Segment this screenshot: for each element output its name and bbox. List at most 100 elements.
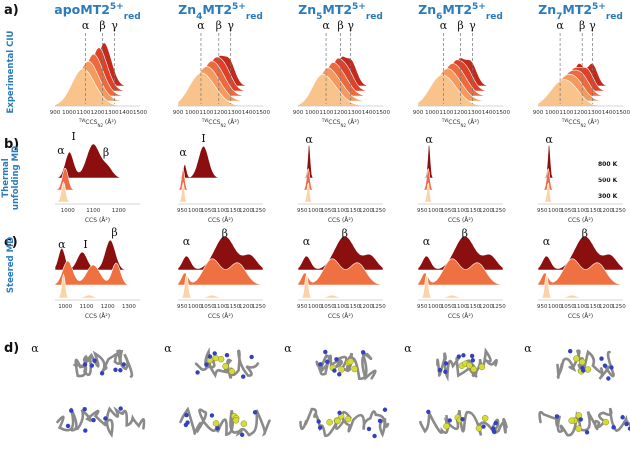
charge-site [83,428,88,433]
title-part: MT2 [562,2,592,17]
tick-label: 1000 [545,110,559,116]
charge-site [332,368,337,373]
label-part: N2 [580,123,586,128]
temperature-label: 800 K [598,161,618,168]
axis-label: TWCCSN2 (Å²) [441,118,479,128]
panel-label: a) [4,3,19,18]
title-part: Zn [538,2,556,17]
peak-label: β [222,227,228,240]
label-part: (Å²) [226,119,239,126]
tick-label: 1250 [372,304,386,310]
title-part: 5+ [232,2,246,12]
charge-site [602,363,608,368]
peak-label: α [303,235,311,248]
charge-site [337,372,342,377]
tick-label: 1200 [91,110,105,116]
protein-backbone [299,407,390,438]
charge-site [118,406,123,411]
tick-label: 1300 [105,110,119,116]
tick-label: 950 [177,208,188,214]
tick-label: 1100 [319,110,333,116]
column-title: apoMT25+red [54,2,140,22]
zinc-atom [217,355,225,363]
ridge-shape [298,168,383,191]
axis-label: CCS (Å²) [448,313,473,320]
tick-label: 1150 [346,304,360,310]
row-label: unfolding MD [11,146,21,210]
tick-label: 1100 [76,110,90,116]
title-part: 5+ [352,2,366,12]
column-title: Zn5MT25+red [298,2,383,22]
label-part: (Å²) [466,119,479,126]
tick-label: 1300 [468,110,482,116]
zinc-atom [334,417,341,425]
charge-site [469,353,475,359]
column-title: Zn4MT25+red [178,2,263,22]
tick-label: 1050 [321,304,335,310]
charge-site [209,413,215,418]
tick-label: 1500 [376,110,390,116]
charge-site [627,426,630,431]
label-part: TW [441,118,448,123]
tick-label: 1400 [482,110,496,116]
charge-site [91,417,96,423]
tick-label: 1050 [561,208,575,214]
structure-label: α [164,342,172,355]
charge-site [92,358,97,363]
label-part: (Å²) [346,119,359,126]
panel-label: b) [4,137,19,152]
axis-label: CCS (Å²) [328,313,353,320]
tick-label: 1200 [599,304,613,310]
charge-site [481,424,486,429]
label-part: TW [321,118,328,123]
title-part: 5 [316,12,322,22]
title-part: apo [54,2,80,17]
tick-label: 1500 [496,110,510,116]
tick-label: 1500 [616,110,630,116]
tick-label: 1250 [612,304,626,310]
zinc-atom [475,425,483,432]
peak-label: α [440,19,448,32]
peak-label: γ [589,19,596,32]
ridge-shape [178,273,263,299]
axis-label: TWCCSN2 (Å²) [321,118,359,128]
charge-site [567,349,573,354]
zinc-atom [466,362,473,369]
charge-site [334,357,339,362]
tick-label: 1300 [228,110,242,116]
tick-label: 1100 [574,208,588,214]
ridge-shape [538,142,623,179]
tick-label: 1050 [441,304,455,310]
charge-site [65,423,71,429]
tick-label: 1200 [239,304,253,310]
tick-label: 1000 [308,304,322,310]
tick-label: 1000 [425,110,439,116]
axis-label: TWCCSN2 (Å²) [201,118,239,128]
axis-label: CCS (Å²) [568,313,593,320]
tick-label: 1200 [112,208,126,214]
charge-site [317,425,323,430]
charge-site [89,363,95,368]
charge-site [99,371,105,376]
tick-label: 950 [297,304,308,310]
tick-label: 1200 [214,110,228,116]
tick-label: 1050 [201,304,215,310]
title-part: 5+ [110,2,124,12]
zinc-atom [212,354,219,362]
tick-label: 1250 [252,208,266,214]
peak-label: β [99,19,105,32]
tick-label: 1200 [101,304,115,310]
tick-label: 1000 [428,208,442,214]
peak-label: β [582,227,588,240]
tick-label: 1300 [122,304,136,310]
charge-site [366,426,372,432]
ridge-shape [417,258,504,286]
axis-label: TWCCSN2 (Å²) [561,118,599,128]
charge-site [443,369,448,374]
peak-label: β [337,19,343,32]
label-part: N2 [460,123,466,128]
charge-site [103,416,108,421]
peak-label: γ [227,19,234,32]
charge-site [360,350,366,355]
row-label: Steered MD [6,237,16,293]
